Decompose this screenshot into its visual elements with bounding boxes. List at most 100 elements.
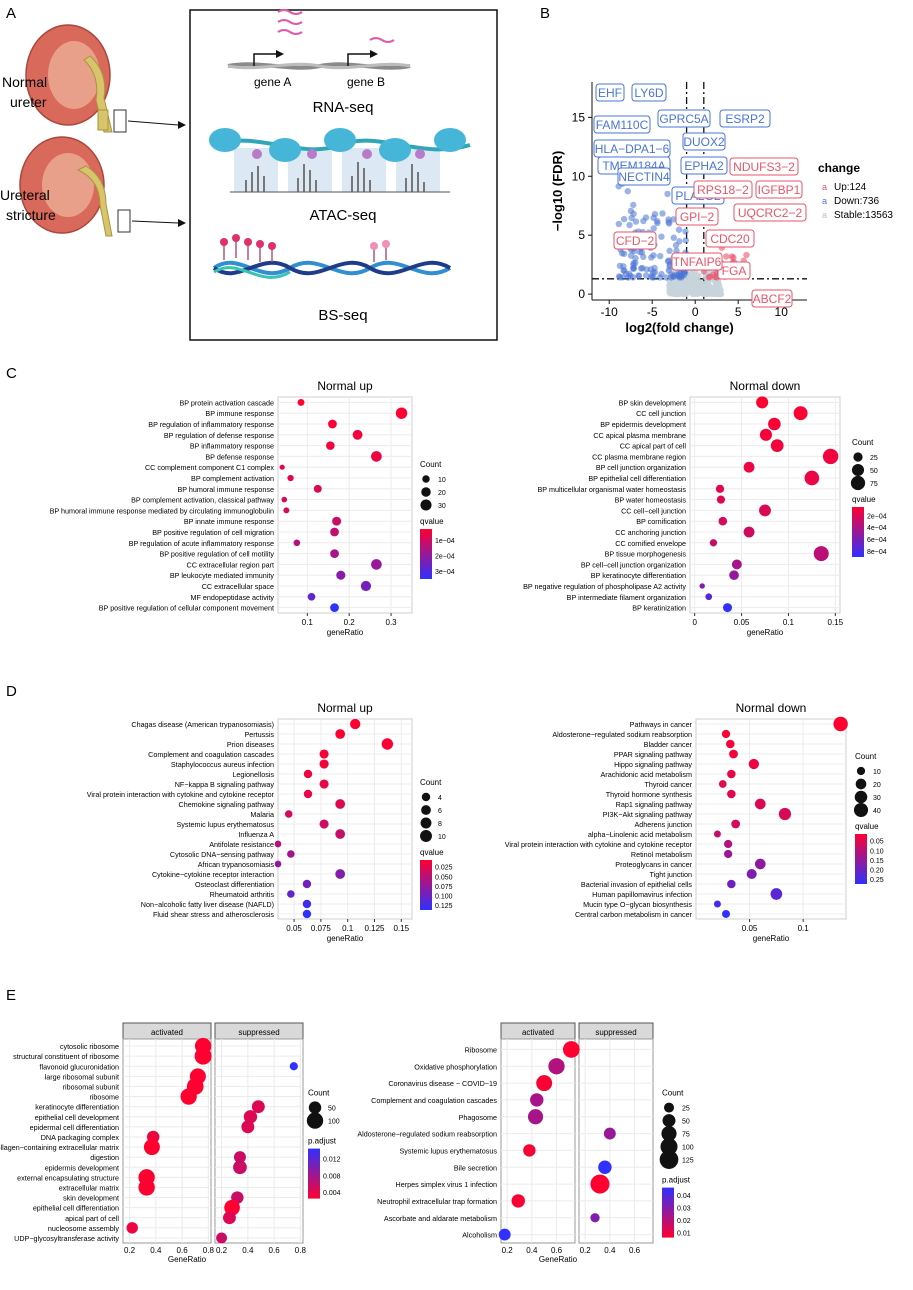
- term-label: BP innate immune response: [184, 517, 274, 526]
- data-dot: [548, 1058, 565, 1075]
- data-dot: [713, 900, 721, 908]
- x-tick-label: 0.2: [580, 1246, 592, 1255]
- point-down: [657, 252, 664, 260]
- color-legend-label: 0.25: [870, 877, 884, 884]
- data-dot: [743, 461, 755, 473]
- size-legend-label: 100: [328, 1119, 340, 1126]
- x-tick-label: 0.1: [342, 924, 354, 933]
- term-label: flavonoid glucuronidation: [39, 1062, 119, 1071]
- data-dot: [251, 1100, 265, 1114]
- point-down: [629, 274, 637, 281]
- data-dot: [287, 850, 295, 858]
- term-label: African trypanosomiasis: [198, 860, 275, 869]
- x-tick-label: 0.6: [551, 1246, 563, 1255]
- point-stable: [667, 288, 674, 296]
- gsea-kegg-dotplot: activated 0.2 0.4 0.6 suppressed 0.2 0.4 0.6 Rib…: [357, 1022, 694, 1264]
- term-label: Tight junction: [650, 870, 692, 879]
- size-legend-label: 20: [873, 782, 881, 789]
- term-label: BP defense response: [205, 452, 274, 461]
- data-dot: [274, 860, 282, 868]
- term-label: nucleosome assembly: [48, 1224, 120, 1233]
- x-tick-label: 0: [692, 305, 699, 319]
- normal-ureter-label-1: Normal: [2, 74, 47, 90]
- normal-ureter-box: [113, 109, 127, 133]
- size-legend-label: 50: [870, 468, 878, 475]
- chart-title: Normal down: [730, 379, 801, 393]
- term-label: BP inflammatory response: [190, 442, 274, 451]
- term-label: CC cell−cell junction: [621, 506, 686, 515]
- term-label: keratinocyte differentiation: [35, 1103, 119, 1112]
- data-dot: [279, 464, 285, 470]
- data-dot: [590, 1174, 610, 1194]
- point-down: [620, 250, 628, 258]
- term-label: Pertussis: [244, 730, 274, 739]
- down-gene-label: GPRC5A: [659, 112, 708, 126]
- data-dot: [527, 1109, 544, 1125]
- data-dot: [530, 1093, 544, 1107]
- point-down: [650, 214, 657, 222]
- point-down: [642, 272, 650, 279]
- color-legend-label: 0.05: [870, 839, 884, 846]
- x-tick-label: 0.8: [203, 1246, 215, 1255]
- term-label: Arachidonic acid metabolism: [601, 770, 692, 779]
- data-dot: [743, 526, 755, 538]
- term-label: BP keratinization: [632, 604, 686, 613]
- term-label: BP cell−cell junction organization: [581, 560, 686, 569]
- panel-label-d: D: [6, 683, 17, 700]
- color-legend-label: 1e−04: [435, 538, 455, 545]
- color-legend-label: 0.100: [435, 894, 453, 901]
- color-legend-label: 2e−04: [435, 554, 455, 561]
- x-tick-label: 0.2: [124, 1246, 136, 1255]
- down-label-box: [631, 83, 667, 102]
- x-tick-label: 0.6: [269, 1246, 281, 1255]
- data-dot: [768, 417, 781, 431]
- size-legend-dot: [662, 1114, 676, 1128]
- up-label-box: [729, 157, 799, 176]
- stricture-label-2: stricture: [6, 207, 56, 223]
- term-label: epithelial cell differentiation: [33, 1204, 119, 1213]
- data-dot: [705, 593, 713, 601]
- stricture-label-1: Ureteral: [0, 187, 50, 203]
- term-label: Bacterial invasion of epithelial cells: [581, 880, 692, 889]
- data-dot: [303, 769, 313, 779]
- x-tick-label: 0.6: [177, 1246, 189, 1255]
- size-legend-label: 50: [682, 1119, 690, 1126]
- panel-a: Normal ureter Ureteral stricture: [0, 9, 498, 341]
- data-dot: [328, 419, 337, 429]
- data-dot: [804, 470, 820, 486]
- rna-seq-illustration: [227, 9, 411, 70]
- size-legend-dot: [660, 1138, 678, 1156]
- y-axis-label: −log10 (FDR): [550, 151, 565, 232]
- data-dot: [731, 819, 741, 829]
- data-dot: [729, 570, 739, 581]
- term-label: apical part of cell: [65, 1214, 119, 1223]
- size-legend-title: Count: [852, 438, 874, 447]
- data-dot: [302, 899, 312, 909]
- point-down: [635, 272, 642, 280]
- data-dot: [754, 798, 766, 810]
- x-tick-label: 0.4: [150, 1246, 162, 1255]
- data-dot: [233, 1151, 246, 1164]
- size-legend-title: Count: [420, 460, 442, 469]
- data-dot: [303, 789, 313, 799]
- data-dot: [778, 807, 792, 821]
- color-legend-label: 4e−04: [867, 525, 887, 532]
- x-tick-label: -5: [647, 305, 658, 319]
- data-dot: [709, 539, 718, 547]
- term-label: CC complement component C1 complex: [145, 463, 274, 472]
- size-legend-dot: [659, 1150, 679, 1169]
- color-legend-label: 0.012: [323, 1157, 341, 1164]
- data-dot: [330, 527, 339, 537]
- up-label-box: [755, 180, 803, 199]
- size-legend-dot: [856, 766, 866, 776]
- down-label-box: [593, 115, 651, 134]
- down-gene-label: ESRP2: [725, 112, 765, 126]
- x-tick-label: 5: [735, 305, 742, 319]
- color-bar: [420, 529, 432, 579]
- y-tick-label: 15: [572, 110, 586, 124]
- data-dot: [727, 769, 736, 779]
- point-down: [642, 214, 650, 221]
- data-dot: [332, 516, 342, 526]
- point-down: [666, 263, 673, 270]
- term-label: Thyroid hormone synthesis: [606, 790, 693, 799]
